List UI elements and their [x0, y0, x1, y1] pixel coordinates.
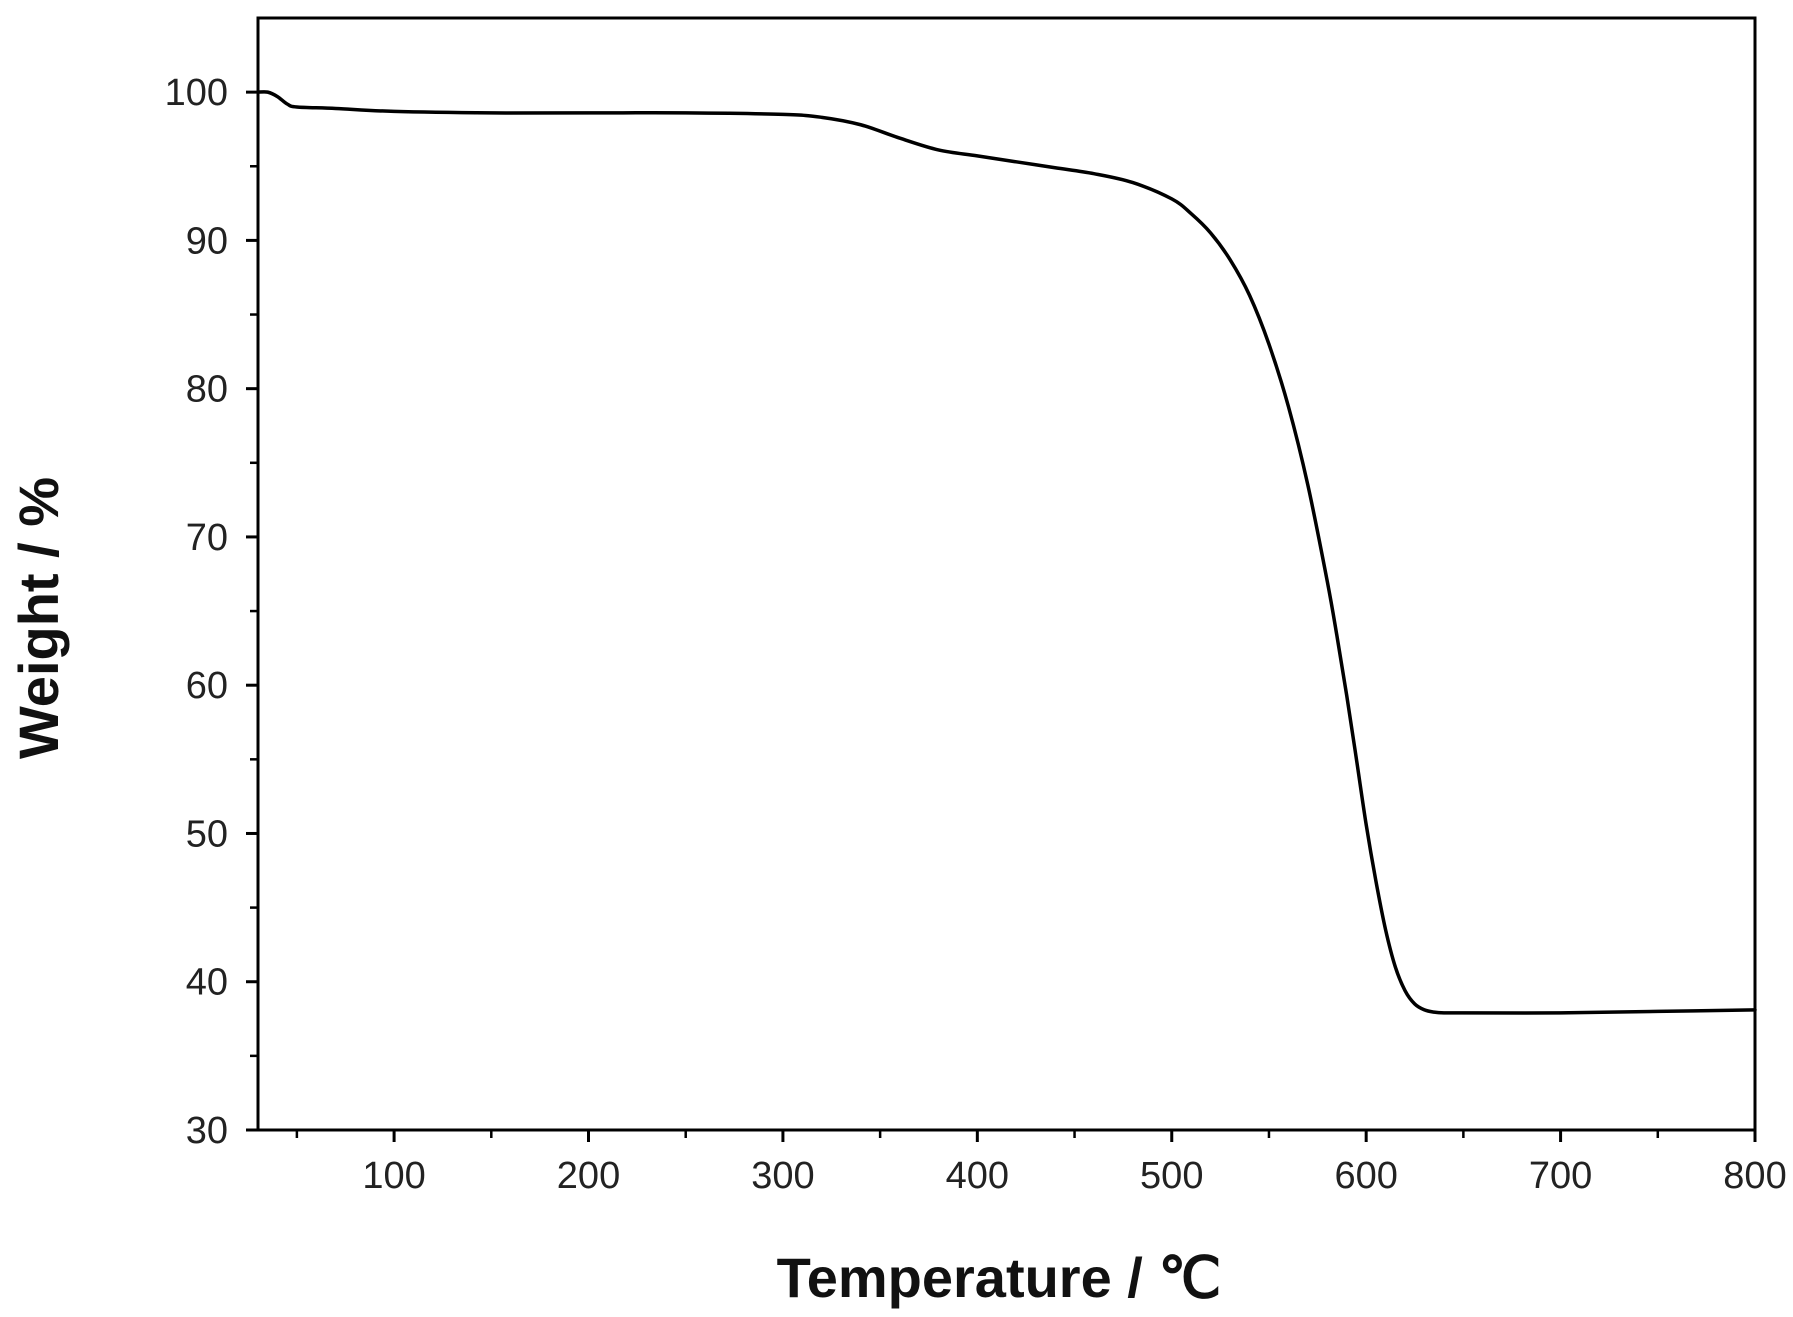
- y-tick-label: 70: [186, 517, 228, 559]
- axes: [256, 16, 1757, 1132]
- ticks: 100 200 300 400 500 600 700 800 30 40 50 60 70 80 90 10…: [165, 72, 1787, 1197]
- y-tick-label: 60: [186, 665, 228, 707]
- x-tick-label: 800: [1723, 1155, 1786, 1197]
- y-tick-label: 100: [165, 72, 228, 114]
- x-tick-label: 200: [557, 1155, 620, 1197]
- x-tick-label: 100: [362, 1155, 425, 1197]
- y-tick-label: 80: [186, 369, 228, 411]
- plot-frame: [256, 16, 1757, 1132]
- x-tick-label: 500: [1140, 1155, 1203, 1197]
- x-tick-label: 400: [946, 1155, 1009, 1197]
- x-tick-label: 700: [1529, 1155, 1592, 1197]
- y-tick-label: 40: [186, 962, 228, 1004]
- weight-curve: [256, 90, 1757, 1015]
- y-axis-title: Weight / %: [7, 477, 70, 759]
- y-tick-label: 90: [186, 220, 228, 262]
- x-tick-label: 600: [1334, 1155, 1397, 1197]
- series: [256, 90, 1757, 1015]
- x-tick-label: 300: [751, 1155, 814, 1197]
- y-tick-label: 30: [186, 1110, 228, 1152]
- y-tick-label: 50: [186, 813, 228, 855]
- x-axis-title: Temperature / ℃: [777, 1246, 1222, 1309]
